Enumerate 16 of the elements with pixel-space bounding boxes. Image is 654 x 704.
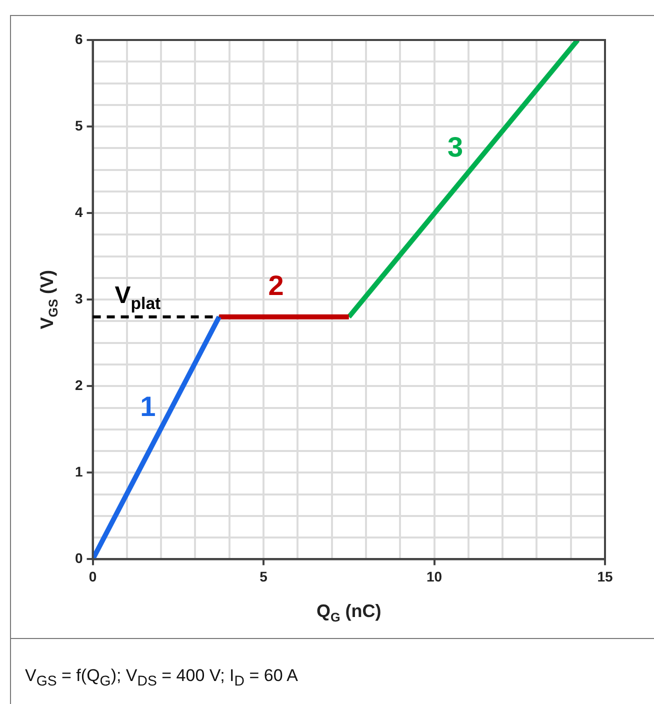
y-tick-label: 2 (74, 376, 83, 393)
y-axis-title: VGS (V) (36, 270, 60, 330)
text: V$_{GS}$ = f(Q$_{G}$); V$_{DS}$ = 400 V; I$_{D}$ = 60 A (25, 666, 298, 690)
x-tick-label: 15 (597, 568, 613, 584)
series-label: 2 (268, 270, 284, 301)
series-label: 1 (140, 391, 156, 422)
x-tick-label: 10 (426, 568, 442, 584)
y-tick-label: 0 (74, 550, 83, 566)
y-tick-label: 6 (74, 30, 83, 47)
y-tick-label: 4 (74, 204, 83, 220)
series-label: 3 (448, 131, 464, 162)
x-tick-label: 0 (88, 568, 97, 584)
y-tick-label: 5 (74, 117, 83, 134)
y-tick-label: 3 (74, 290, 83, 306)
y-tick-label: 1 (74, 464, 83, 480)
x-tick-label: 5 (260, 568, 268, 584)
